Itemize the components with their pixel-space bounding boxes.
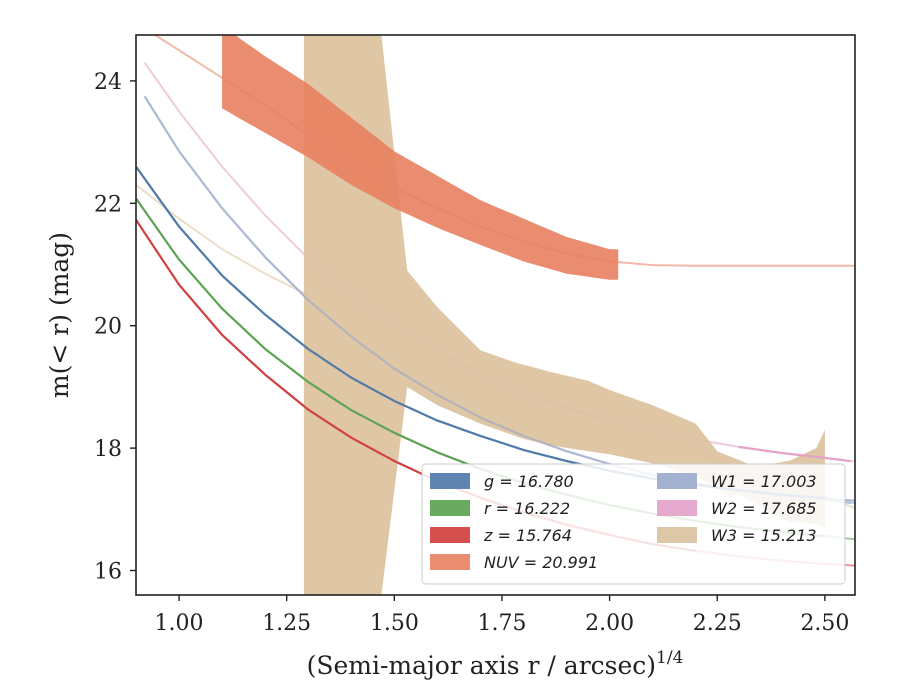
legend-swatch-w2 [657, 500, 697, 516]
legend-label-r: r = 16.222 [484, 499, 570, 518]
legend-label-nuv: NUV = 20.991 [484, 553, 598, 572]
y-tick-label: 20 [94, 315, 122, 340]
plot-frame [135, 34, 856, 596]
x-tick-label: 1.50 [370, 611, 419, 636]
y-axis-title: m(< r) (mag) [45, 232, 74, 398]
legend-label-w3: W3 = 15.213 [711, 526, 817, 545]
x-tick-label: 1.25 [262, 611, 311, 636]
w3-band [303, 35, 825, 595]
legend-label-z: z = 15.764 [483, 526, 572, 545]
legend-swatch-z [430, 527, 470, 543]
x-tick-label: 2.00 [585, 611, 634, 636]
x-tick-label: 2.25 [693, 611, 742, 636]
x-tick-label: 1.00 [155, 611, 204, 636]
legend-swatch-g [430, 473, 470, 489]
x-axis-title: (Semi-major axis r / arcsec)1/4 [307, 648, 684, 680]
x-tick-label: 1.75 [477, 611, 526, 636]
y-tick-label: 16 [94, 560, 122, 585]
legend-label-g: g = 16.780 [484, 472, 574, 491]
legend: g = 16.780 r = 16.222 z = 15.764 NUV = 20.9… [421, 463, 846, 585]
legend-label-w2: W2 = 17.685 [711, 499, 817, 518]
legend-swatch-nuv [430, 554, 470, 570]
y-tick-label: 18 [94, 437, 122, 462]
x-axis-title-text: (Semi-major axis r / arcsec) [307, 651, 656, 680]
legend-label-w1: W1 = 17.003 [711, 472, 817, 491]
y-tick-label: 22 [94, 192, 122, 217]
nuv-band [222, 35, 619, 280]
x-axis-title-exponent: 1/4 [656, 648, 683, 668]
y-tick-label: 24 [94, 70, 122, 95]
legend-swatch-r [430, 500, 470, 516]
w2-band [738, 445, 851, 463]
legend-frame [421, 463, 846, 585]
axis-ticks: 1.00 1.25 1.50 1.75 2.00 2.25 2.50 16 18 20 22 24 [94, 70, 849, 636]
legend-swatch-w1 [657, 473, 697, 489]
x-tick-label: 2.50 [800, 611, 849, 636]
legend-swatch-w3 [657, 527, 697, 543]
